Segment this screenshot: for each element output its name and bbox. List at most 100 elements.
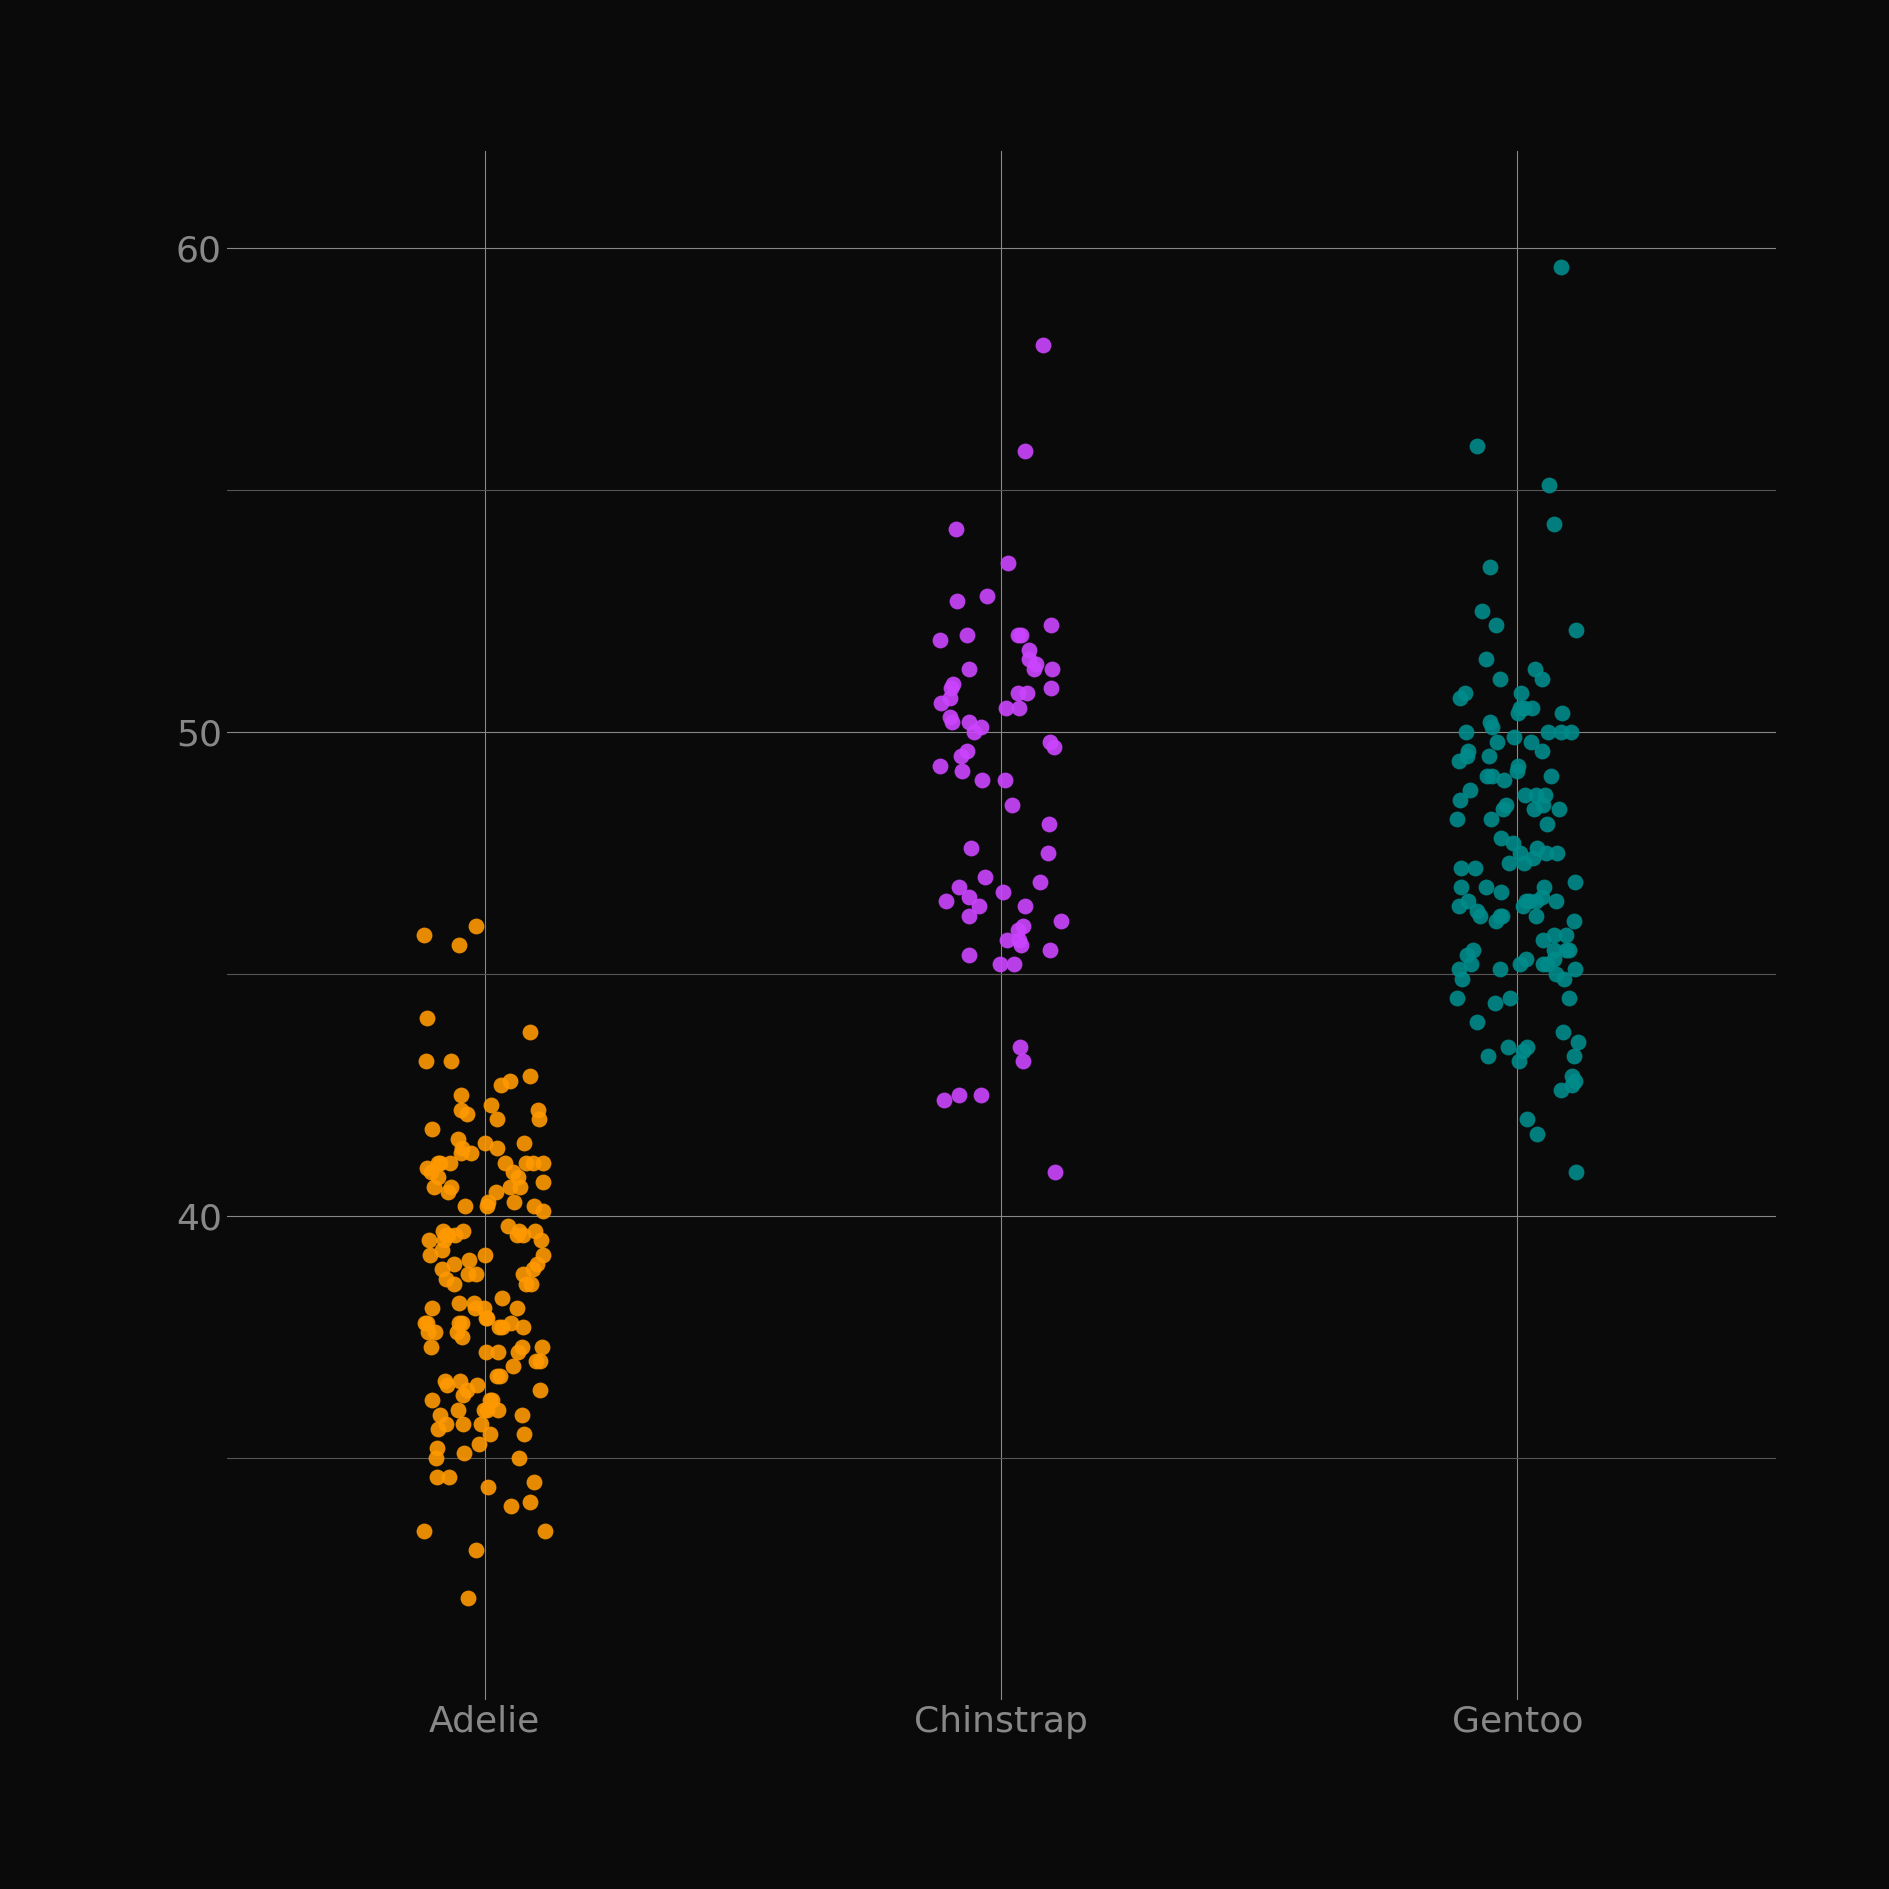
Point (958, 718, 988, 748)
Point (1526, 663, 1557, 693)
Point (438, 1249, 468, 1279)
Point (1477, 712, 1507, 742)
Point (417, 1385, 448, 1415)
Point (518, 1149, 548, 1179)
Point (967, 1081, 997, 1111)
Point (1526, 737, 1557, 767)
Point (495, 1065, 525, 1096)
Point (1451, 718, 1481, 748)
Point (446, 1094, 476, 1124)
Point (1553, 935, 1583, 965)
Point (434, 1462, 465, 1492)
Point (952, 737, 982, 767)
Point (527, 1239, 557, 1269)
Point (1502, 756, 1532, 786)
Point (1007, 929, 1037, 960)
Point (508, 1332, 538, 1362)
Point (1560, 1065, 1591, 1096)
Point (510, 1128, 540, 1158)
Point (946, 740, 977, 771)
Point (431, 1409, 461, 1439)
Point (1487, 901, 1517, 931)
Point (1540, 508, 1570, 538)
Point (446, 1137, 476, 1167)
Point (1487, 824, 1517, 854)
Point (450, 1438, 480, 1468)
Point (427, 1235, 457, 1266)
Point (412, 1003, 442, 1033)
Point (501, 1292, 531, 1322)
Point (476, 1090, 506, 1120)
Point (1558, 905, 1589, 935)
Point (1517, 727, 1547, 757)
Point (943, 586, 973, 616)
Point (453, 1583, 484, 1613)
Point (425, 1400, 455, 1430)
Point (1540, 944, 1570, 975)
Point (1490, 790, 1521, 820)
Point (414, 1226, 444, 1256)
Point (510, 1269, 540, 1300)
Point (472, 1303, 502, 1334)
Point (1005, 620, 1035, 650)
Point (525, 1226, 555, 1256)
Point (527, 1332, 557, 1362)
Point (1472, 873, 1502, 903)
Point (427, 1254, 457, 1285)
Point (1003, 678, 1033, 708)
Point (461, 1536, 491, 1566)
Point (1507, 892, 1538, 922)
Point (514, 1016, 544, 1047)
Point (1555, 982, 1585, 1013)
Point (450, 1192, 480, 1222)
Point (412, 1047, 442, 1077)
Point (1035, 610, 1065, 640)
Point (1560, 867, 1591, 897)
Point (417, 1115, 448, 1145)
Point (427, 1215, 457, 1245)
Point (1545, 253, 1575, 283)
Point (472, 1192, 502, 1222)
Point (994, 548, 1024, 578)
Point (529, 1167, 559, 1198)
Point (1003, 916, 1033, 946)
Point (1519, 795, 1549, 825)
Point (442, 1317, 472, 1347)
Point (527, 1149, 557, 1179)
Point (1477, 761, 1507, 791)
Point (508, 1419, 538, 1449)
Point (1517, 693, 1547, 723)
Point (1487, 876, 1517, 907)
Point (1528, 926, 1558, 956)
Point (459, 1288, 489, 1319)
Point (963, 892, 994, 922)
Point (502, 1162, 533, 1192)
Point (504, 1171, 535, 1201)
Point (1521, 780, 1551, 810)
Point (484, 1336, 514, 1366)
Point (926, 625, 956, 655)
Point (929, 1084, 960, 1115)
Point (519, 1468, 550, 1498)
Point (446, 1081, 476, 1111)
Point (984, 948, 1014, 979)
Point (470, 1128, 501, 1158)
Point (1489, 795, 1519, 825)
Point (935, 672, 965, 703)
Point (446, 1366, 476, 1396)
Point (954, 901, 984, 931)
Point (495, 1171, 525, 1201)
Point (1475, 552, 1506, 582)
Point (1033, 839, 1064, 869)
Point (1504, 839, 1534, 869)
Point (969, 861, 999, 892)
Point (497, 1492, 527, 1523)
Point (482, 1177, 512, 1207)
Point (487, 1283, 518, 1313)
Point (504, 1443, 535, 1473)
Point (516, 1269, 546, 1300)
Point (1506, 678, 1536, 708)
Point (1506, 693, 1536, 723)
Point (1462, 895, 1492, 926)
Point (455, 1137, 485, 1167)
